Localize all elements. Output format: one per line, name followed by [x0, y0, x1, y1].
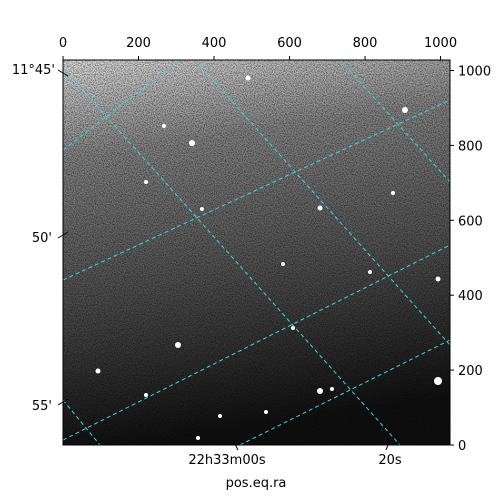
- dec-label: 50': [32, 231, 52, 246]
- frame: [62, 59, 451, 446]
- y-tick-label: 1000: [458, 64, 491, 79]
- x-tick-label: 400: [202, 36, 227, 51]
- x-axis-label: pos.eq.ra: [226, 476, 287, 491]
- ra-label: 22h33m00s: [188, 453, 266, 468]
- ra-axis: 22h33m00s 20s pos.eq.ra: [188, 439, 402, 491]
- x-tick-label: 600: [277, 36, 302, 51]
- y-tick-label: 400: [458, 289, 483, 304]
- dec-label: 11°45': [12, 63, 55, 78]
- dec-label: 55': [32, 399, 52, 414]
- y-tick-label: 600: [458, 214, 483, 229]
- x-tick-label: 1000: [424, 36, 457, 51]
- y-tick-label: 0: [458, 439, 466, 454]
- dec-axis: 11°45' 50' 55': [12, 63, 69, 414]
- x-tick-label: 0: [59, 36, 67, 51]
- x-tick-label: 800: [353, 36, 378, 51]
- y-tick-label: 800: [458, 139, 483, 154]
- coordinate-grid: [63, 60, 450, 445]
- x-tick-label: 200: [126, 36, 151, 51]
- sky-image: [63, 60, 450, 445]
- y-tick-label: 200: [458, 364, 483, 379]
- ra-label: 20s: [378, 453, 402, 468]
